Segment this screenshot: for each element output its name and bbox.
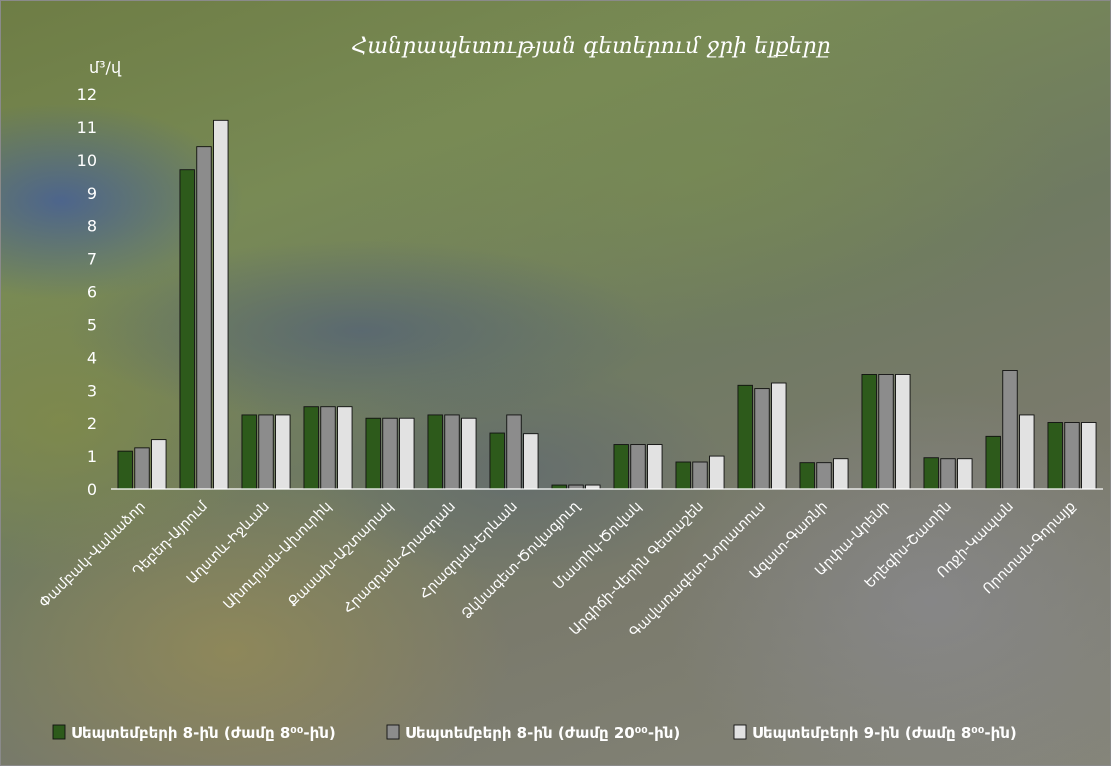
- legend-label: Սեպտեմբերի 9-ին (ժամը 8⁰⁰-ին): [752, 724, 1017, 742]
- bar: [799, 462, 815, 490]
- bar: [303, 406, 319, 490]
- bar: [675, 461, 691, 490]
- bar: [861, 374, 877, 490]
- y-tick-label: 11: [77, 118, 97, 137]
- bar: [833, 458, 849, 490]
- y-tick-label: 10: [77, 151, 97, 170]
- bar: [985, 435, 1001, 490]
- x-tick-label: Հրազդան-Հրազդան: [340, 499, 458, 617]
- y-tick-label: 4: [87, 348, 97, 367]
- x-tick-label: Ձկնագետ-Ծովագյուղ: [459, 498, 584, 623]
- bar: [461, 417, 477, 490]
- bar: [709, 455, 725, 490]
- bar: [692, 461, 708, 490]
- bar: [258, 414, 274, 490]
- bar: [647, 444, 663, 490]
- bar: [337, 406, 353, 490]
- bar: [151, 439, 167, 490]
- y-axis-unit: մ³/վ: [89, 58, 122, 77]
- bar: [489, 432, 505, 490]
- bar: [134, 447, 150, 490]
- legend-label: Սեպտեմբերի 8-ին (ժամը 8⁰⁰-ին): [71, 724, 336, 742]
- x-tick-label: Քասախ-Աշտարակ: [285, 499, 397, 611]
- bar: [241, 414, 257, 490]
- x-tick-label: Փամբակ-Վանաձոր: [36, 499, 149, 612]
- bar: [1064, 422, 1080, 490]
- bar: [1019, 414, 1035, 490]
- legend-swatch: [52, 724, 66, 740]
- bar: [923, 457, 939, 490]
- x-tick-label: Ախուրյան-Ախուրիկ: [221, 499, 335, 613]
- bar: [1047, 422, 1063, 490]
- bar: [737, 384, 753, 490]
- bar: [940, 458, 956, 490]
- bar: [365, 417, 381, 490]
- bar: [816, 462, 832, 490]
- y-tick-label: 6: [87, 283, 97, 302]
- bar: [878, 374, 894, 490]
- chart-title: Հանրապետության գետերում ջրի ելքերը: [351, 34, 830, 59]
- bar: [399, 417, 415, 490]
- y-tick-label: 0: [87, 480, 97, 499]
- legend: Սեպտեմբերի 8-ին (ժամը 8⁰⁰-ին) Սեպտեմբերի …: [52, 724, 1017, 742]
- y-tick-label: 1: [87, 447, 97, 466]
- bar: [196, 146, 212, 490]
- bar: [1002, 370, 1018, 490]
- bar: [630, 444, 646, 490]
- y-tick-label: 3: [87, 381, 97, 400]
- y-tick-label: 12: [77, 85, 97, 104]
- bar-series: [117, 119, 1097, 490]
- legend-swatch: [733, 724, 747, 740]
- y-tick-label: 2: [87, 414, 97, 433]
- y-tick-label: 5: [87, 315, 97, 334]
- bar: [754, 388, 770, 490]
- bar: [895, 374, 911, 490]
- bar: [444, 414, 460, 490]
- bar: [427, 414, 443, 490]
- bar: [117, 450, 133, 490]
- y-tick-label: 7: [87, 250, 97, 269]
- x-tick-label: Արգիճի-Վերին Գետաշեն: [567, 499, 707, 639]
- bar: [613, 444, 629, 490]
- legend-swatch: [386, 724, 400, 740]
- y-tick-label: 9: [87, 184, 97, 203]
- bar: [275, 414, 291, 490]
- bar: [506, 414, 522, 490]
- bar: [213, 119, 229, 490]
- bar: [771, 382, 787, 490]
- bar: [179, 169, 195, 490]
- x-tick-labels: Փամբակ-ՎանաձորԴեբեդ-ԱյրումԱղստև-ԻջևանԱխո…: [36, 498, 1079, 641]
- bar: [1081, 422, 1097, 490]
- bar: [523, 433, 539, 490]
- legend-label: Սեպտեմբերի 8-ին (ժամը 20⁰⁰-ին): [405, 724, 680, 742]
- bar: [320, 406, 336, 490]
- bar: [382, 417, 398, 490]
- bar: [957, 458, 973, 490]
- y-tick-label: 8: [87, 217, 97, 236]
